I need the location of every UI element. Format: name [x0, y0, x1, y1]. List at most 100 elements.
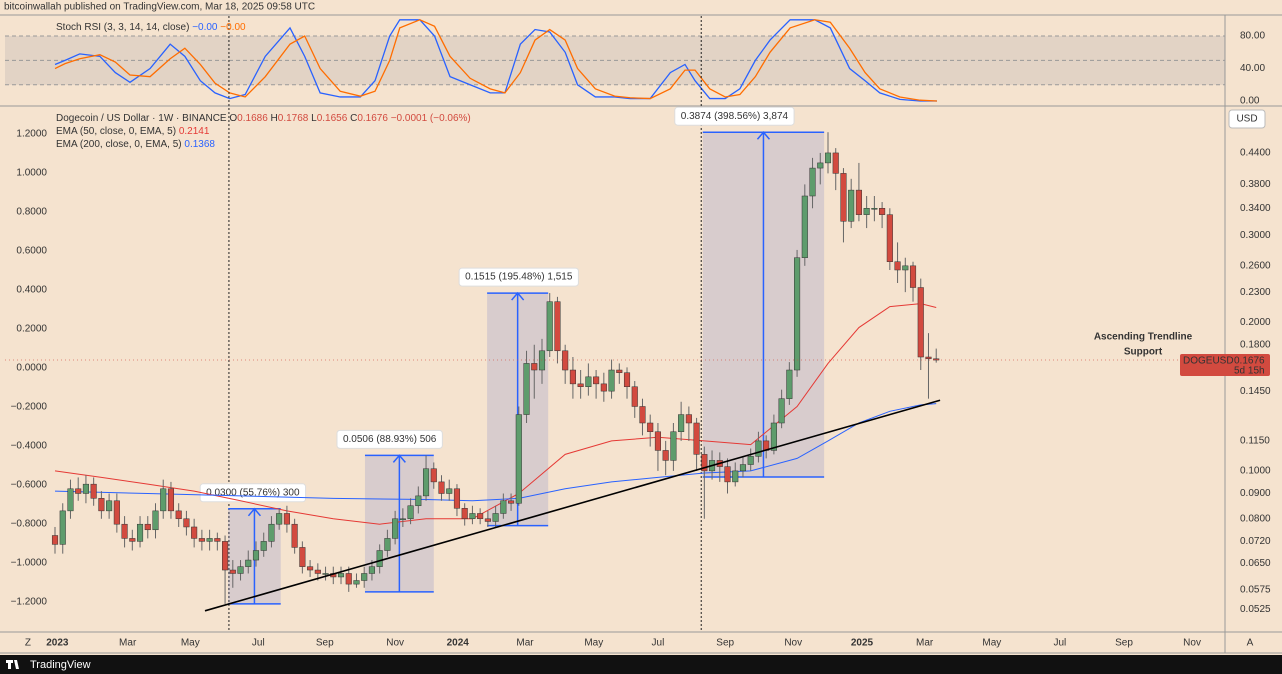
candle-body [322, 573, 329, 575]
x-tick-label: Nov [386, 638, 404, 649]
y-tick-label: 0.3800 [1240, 179, 1271, 190]
candle-body [183, 518, 190, 528]
x-tick-label: Mar [916, 638, 934, 649]
ohlc-value: 0.1686 [237, 113, 268, 124]
candle-body [747, 456, 754, 465]
candle-body [909, 265, 917, 288]
candle-body [855, 189, 862, 215]
y-tick-label: 0.0575 [1240, 584, 1271, 595]
candle-body [422, 468, 430, 497]
rsi-d-value: −0.00 [220, 22, 246, 33]
currency-box[interactable] [1228, 109, 1266, 129]
candle-body [191, 526, 198, 539]
candle-body [214, 538, 221, 542]
candle-body [554, 301, 561, 352]
y2-tick-label: 0.6000 [16, 246, 47, 257]
candle-body [314, 569, 321, 574]
candle-body [840, 173, 847, 222]
candle-body [144, 523, 151, 531]
candle-body [129, 538, 136, 542]
measure-label: 0.3874 (398.56%) 3,874 [681, 111, 789, 122]
candle-body [368, 566, 375, 574]
candle-body [546, 301, 553, 352]
y-tick-label: 0.0650 [1240, 558, 1271, 569]
x-tick-label: 2023 [46, 638, 69, 649]
x-tick-label: Nov [784, 638, 802, 649]
candle-body [600, 383, 607, 392]
x-tick-label: May [584, 638, 603, 649]
candle-body [222, 541, 229, 571]
candle-body [237, 566, 244, 574]
measure-label-bg [674, 106, 795, 126]
candle-body [824, 152, 832, 164]
publisher: bitcoinwallah published on TradingView.c… [4, 2, 315, 13]
candle-body [477, 513, 484, 520]
candle-body [198, 538, 205, 542]
measure-arrowhead [247, 507, 262, 517]
candle-body [106, 500, 113, 512]
trendline [204, 399, 941, 612]
measure-label-bg [336, 429, 443, 449]
candle-body [670, 431, 677, 461]
candle-body [345, 573, 352, 585]
candle-body [863, 208, 870, 215]
candle-body [678, 414, 685, 433]
x-tick-label: Z [25, 638, 31, 649]
measure-label: 0.0300 (55.76%) 300 [206, 487, 300, 498]
y-tick-label: 0.00 [1240, 96, 1260, 107]
auto-button[interactable]: A [1247, 638, 1254, 649]
candle-body [136, 523, 144, 542]
measure-label: 0.0506 (88.93%) 506 [343, 434, 437, 445]
x-tick-label: 2024 [447, 638, 470, 649]
candle-body [794, 257, 801, 371]
candle-body [631, 386, 638, 407]
candle-body [654, 431, 661, 451]
candle-body [871, 208, 878, 210]
candle-body [175, 510, 182, 520]
candle-body [376, 550, 383, 567]
candle-body [933, 358, 940, 361]
ema-name: EMA (50, close, 0, EMA, 5) [56, 126, 176, 137]
rsi-line [54, 19, 937, 102]
candle-body [817, 162, 824, 169]
ema-value: 0.2141 [179, 126, 210, 137]
candle-body [500, 500, 507, 514]
candle-body [384, 538, 391, 551]
candle-body [67, 488, 74, 512]
x-tick-label: Jul [252, 638, 265, 649]
candle-body [337, 573, 345, 578]
price-tag-symbol: DOGEUSD [1183, 356, 1234, 367]
price-tag-value: 0.1676 [1234, 356, 1265, 367]
candle-body [585, 376, 592, 387]
y-tick-label: 0.1150 [1240, 436, 1270, 447]
y-tick-label: 80.00 [1240, 31, 1265, 42]
y-tick-label: 0.0800 [1240, 513, 1271, 524]
candle-body [647, 422, 654, 433]
candle-body [593, 376, 600, 385]
candle-body [639, 406, 646, 424]
y-tick-label: 0.2000 [1240, 317, 1271, 328]
brand-logo [6, 660, 19, 669]
rsi-line [54, 19, 938, 102]
candle-body [415, 495, 422, 507]
candle-body [430, 468, 437, 483]
candle-body [245, 559, 252, 567]
candle-body [453, 488, 461, 509]
candle-body [724, 466, 731, 483]
y2-tick-label: 0.0000 [16, 363, 47, 374]
y-tick-label: 0.0525 [1240, 604, 1271, 615]
candle-body [160, 488, 167, 512]
ema-value: 0.1368 [184, 139, 215, 150]
candle-body [925, 356, 932, 360]
candle-body [685, 414, 692, 424]
y-tick-label: 0.3400 [1240, 203, 1271, 214]
trendline-label: Support [1124, 347, 1163, 358]
candle-body [508, 500, 515, 504]
candle-body [886, 214, 893, 262]
y-tick-label: 0.1450 [1240, 386, 1271, 397]
price-tag [1180, 354, 1270, 377]
candle-body [755, 440, 762, 457]
y-tick-label: 0.1000 [1240, 466, 1271, 477]
candle-body [701, 454, 708, 472]
candle-body [438, 481, 445, 494]
